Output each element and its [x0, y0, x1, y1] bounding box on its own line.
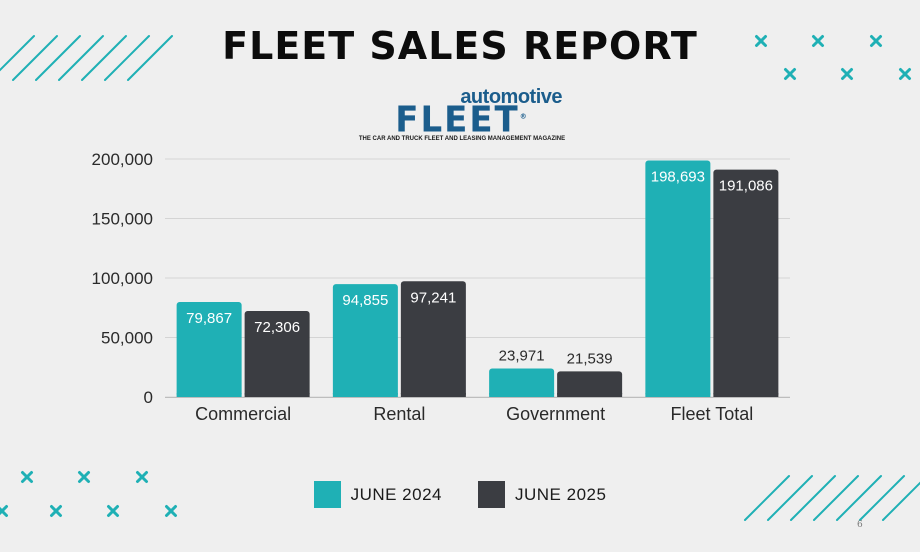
page-number: 6 [857, 520, 863, 530]
data-label: 191,086 [719, 178, 773, 195]
data-label: 21,539 [567, 350, 613, 367]
bar [645, 160, 711, 397]
bar-base [713, 393, 779, 397]
legend-item-series-1: JUNE 2024 [313, 481, 442, 508]
data-label: 94,855 [342, 292, 388, 309]
data-label: 198,693 [651, 169, 705, 186]
y-tick-label: 100,000 [92, 269, 153, 288]
y-tick-label: 150,000 [92, 210, 153, 229]
data-label: 79,867 [186, 310, 232, 327]
data-label: 97,241 [410, 289, 456, 306]
x-tick-label: Fleet Total [671, 404, 754, 424]
data-label: 72,306 [254, 319, 300, 336]
x-marks-bottom-left-decoration [0, 471, 177, 517]
automotive-fleet-logo: automotive FLEET® THE CAR AND TRUCK FLEE… [354, 86, 570, 146]
bar-base [332, 393, 398, 397]
logo-tagline: THE CAR AND TRUCK FLEET AND LEASING MANA… [358, 136, 566, 142]
x-marks-top-right-decoration [755, 35, 911, 80]
x-axis-ticks: Commercial Rental Government Fleet Total [195, 404, 753, 424]
page-title: FLEET SALES REPORT [222, 24, 698, 68]
legend-swatch-series-2 [478, 481, 505, 508]
logo-top-text: automotive [460, 86, 562, 108]
logo-main-text: FLEET® [354, 99, 570, 141]
bar [176, 301, 242, 397]
bar-base [244, 393, 310, 397]
bar-base [557, 393, 623, 397]
bar [489, 368, 555, 397]
bar [713, 169, 779, 397]
bar [244, 310, 310, 397]
bar-base [400, 393, 466, 397]
y-axis-ticks: 0 50,000 100,000 150,000 200,000 [92, 150, 153, 407]
y-tick-label: 50,000 [101, 329, 153, 348]
chart-legend: JUNE 2024 JUNE 2025 [0, 481, 920, 508]
y-tick-label: 0 [144, 388, 153, 407]
bar-base [489, 393, 555, 397]
legend-label-series-2: JUNE 2025 [515, 484, 607, 504]
data-label: 23,971 [499, 347, 545, 364]
legend-label-series-1: JUNE 2024 [350, 484, 442, 504]
y-tick-label: 200,000 [92, 150, 153, 169]
x-tick-label: Government [506, 404, 605, 424]
legend-swatch-series-1 [313, 481, 341, 508]
chart-bars: 79,867 72,306 94,855 97,241 23,971 21,539 198,… [176, 160, 779, 397]
logo-registered-mark: ® [519, 112, 529, 121]
stripes-top-left-decoration [0, 35, 173, 81]
x-tick-label: Commercial [195, 404, 291, 424]
x-tick-label: Rental [373, 404, 425, 424]
legend-item-series-2: JUNE 2025 [478, 481, 606, 508]
bar [332, 284, 398, 397]
bar [557, 371, 623, 397]
bar-base [645, 393, 711, 397]
logo-main-word: FLEET [395, 99, 520, 141]
bar [400, 281, 466, 397]
bar-base [176, 393, 242, 397]
